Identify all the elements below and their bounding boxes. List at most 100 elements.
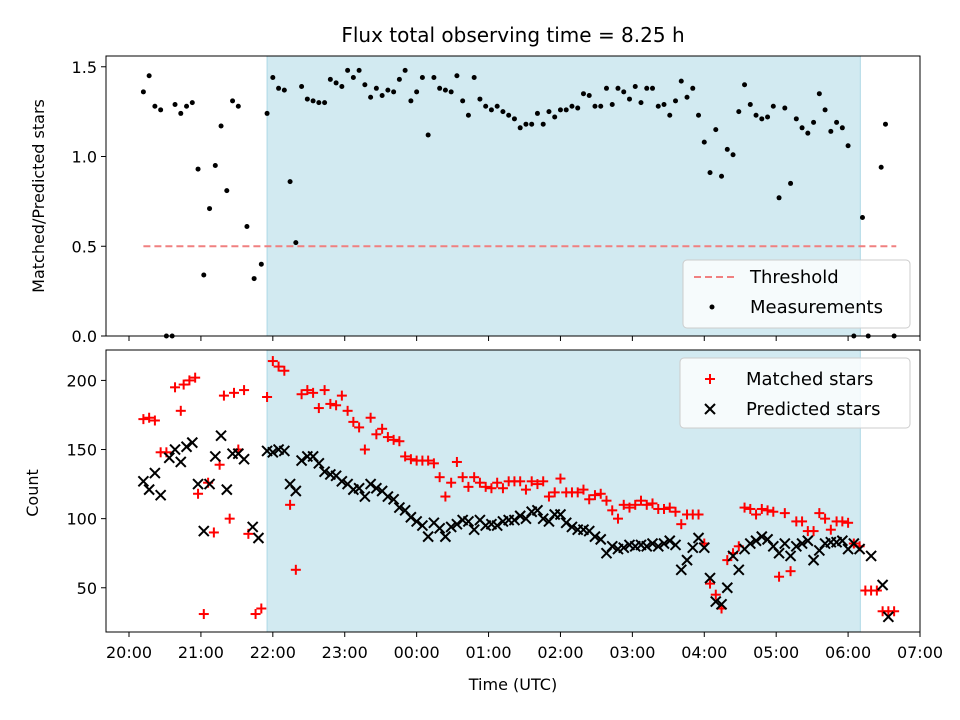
matched-star-point xyxy=(641,499,652,510)
measurement-point xyxy=(859,215,865,221)
measurement-point xyxy=(540,121,546,127)
count-panel: 50 100 150 200 20:00 21:00 22:00 23:00 00:00 01:… xyxy=(23,349,943,694)
measurement-point xyxy=(184,103,190,109)
matched-star-point xyxy=(365,412,376,423)
predicted-star-point xyxy=(560,517,572,529)
measurement-point xyxy=(483,103,489,109)
matched-star-point xyxy=(319,385,330,396)
x-stroke xyxy=(295,454,308,467)
predicted-star-point xyxy=(641,540,653,553)
x-stroke xyxy=(445,521,457,533)
matched-star-point xyxy=(325,398,336,409)
x-stroke xyxy=(882,611,895,623)
top-legend-box xyxy=(682,259,911,329)
y-tick-label: 0.5 xyxy=(72,237,97,256)
predicted-star-point xyxy=(491,519,503,532)
measurement-point xyxy=(178,110,184,116)
measurement-point xyxy=(580,91,586,97)
measurement-point xyxy=(586,92,592,98)
matched-star-point xyxy=(705,578,716,589)
matched-star-point xyxy=(190,372,201,383)
measurement-point xyxy=(575,105,581,111)
top-y-axis-label: Matched/Predicted stars xyxy=(29,99,48,293)
x-tick-label: 01:00 xyxy=(465,643,511,662)
x-stroke xyxy=(646,537,659,550)
matched-star-point xyxy=(250,609,261,620)
x-stroke xyxy=(215,429,227,442)
measurement-point xyxy=(615,85,621,91)
measurement-point xyxy=(235,103,241,109)
x-stroke xyxy=(252,532,265,544)
measurement-point xyxy=(264,110,270,116)
x-tick-label: 06:00 xyxy=(825,643,871,662)
x-stroke xyxy=(802,535,814,547)
measurement-point xyxy=(207,206,213,212)
measurement-point xyxy=(770,103,776,109)
matched-star-point xyxy=(532,479,543,490)
measurement-point xyxy=(724,146,730,152)
x-stroke xyxy=(364,478,377,490)
measurement-point xyxy=(345,67,351,73)
measurement-point xyxy=(310,98,316,104)
measurement-point xyxy=(414,89,420,95)
predicted-star-point xyxy=(836,535,849,547)
measurement-point xyxy=(747,101,753,107)
predicted-star-point xyxy=(180,441,193,453)
matched-star-point xyxy=(377,423,388,434)
x-tick-label: 00:00 xyxy=(394,643,440,662)
measurement-point xyxy=(251,276,257,282)
x-stroke xyxy=(583,525,595,537)
legend-measurements-swatch xyxy=(709,304,715,310)
matched-star-point xyxy=(184,375,195,386)
matched-star-point xyxy=(785,566,796,577)
x-stroke xyxy=(198,525,210,537)
measurement-point xyxy=(673,98,679,104)
measurement-point xyxy=(362,82,368,88)
matched-star-point xyxy=(647,498,658,509)
measurement-point xyxy=(408,98,414,104)
y-tick-label: 1.5 xyxy=(72,58,97,77)
measurement-point xyxy=(626,96,632,102)
x-stroke xyxy=(456,514,469,526)
matched-star-point xyxy=(820,513,831,524)
measurement-point xyxy=(189,100,195,106)
matched-star-point xyxy=(474,477,485,488)
measurement-point xyxy=(799,125,805,131)
measurement-point xyxy=(460,98,466,104)
measurement-point xyxy=(839,125,845,131)
matched-star-point xyxy=(290,564,301,575)
measurement-point xyxy=(218,123,224,129)
predicted-star-point xyxy=(865,550,877,562)
measurement-point xyxy=(811,119,817,125)
matched-star-point xyxy=(543,491,554,502)
matched-star-point xyxy=(279,365,290,376)
measurement-point xyxy=(356,67,362,73)
x-stroke xyxy=(232,447,245,460)
y-tick-label: 1.0 xyxy=(72,148,97,167)
predicted-star-point xyxy=(154,489,167,501)
matched-star-point xyxy=(359,444,370,455)
x-stroke xyxy=(606,540,618,553)
matched-star-point xyxy=(175,405,186,416)
predicted-star-point xyxy=(186,436,198,449)
measurement-point xyxy=(350,75,356,81)
chart-title: Flux total observing time = 8.25 h xyxy=(341,23,684,47)
matched-star-point xyxy=(423,455,434,466)
predicted-star-point xyxy=(336,475,348,488)
matched-star-point xyxy=(336,390,347,401)
predicted-star-point xyxy=(192,478,204,490)
x-stroke xyxy=(876,579,889,591)
predicted-star-point xyxy=(382,490,394,503)
x-stroke xyxy=(531,504,544,517)
matched-star-point xyxy=(170,382,181,393)
x-stroke xyxy=(221,483,233,496)
predicted-star-point xyxy=(784,550,797,562)
matched-star-point xyxy=(797,516,808,527)
x-stroke xyxy=(261,445,273,457)
predicted-star-point xyxy=(209,450,222,463)
x-stroke xyxy=(733,564,745,576)
measurement-point xyxy=(500,109,506,115)
matched-star-point xyxy=(302,385,313,396)
predicted-star-point xyxy=(252,532,265,544)
legend-x-marker xyxy=(704,403,716,415)
